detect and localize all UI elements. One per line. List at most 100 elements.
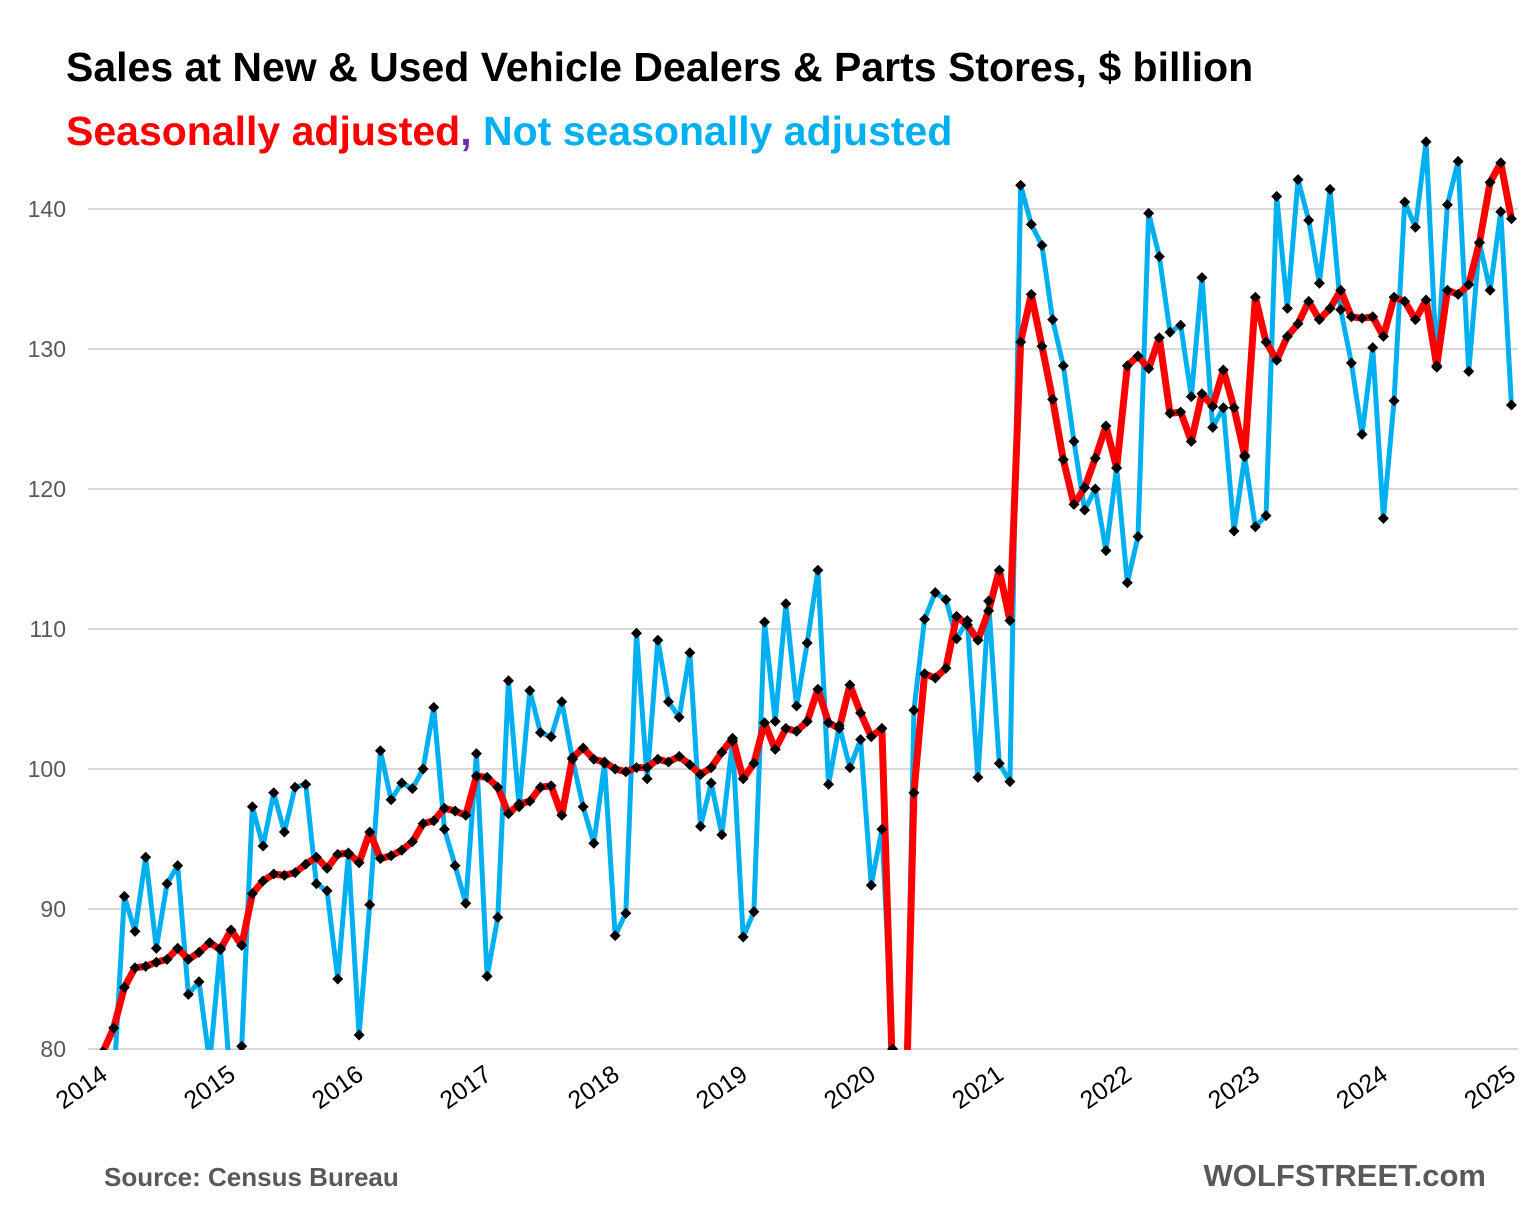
data-point-marker <box>1111 462 1123 474</box>
data-point-marker <box>588 753 600 765</box>
data-point-marker <box>769 715 781 727</box>
data-point-marker <box>908 787 920 799</box>
data-point-marker <box>1175 319 1187 331</box>
data-point-marker <box>524 685 536 697</box>
data-point-marker <box>1228 525 1240 537</box>
data-point-marker <box>353 1029 365 1041</box>
data-point-marker <box>417 818 429 830</box>
data-point-marker <box>332 848 344 860</box>
data-point-marker <box>257 875 269 887</box>
data-point-marker <box>844 679 856 691</box>
data-point-marker <box>364 899 376 911</box>
data-point-marker <box>129 962 141 974</box>
data-point-marker <box>1484 176 1496 188</box>
data-point-marker <box>705 762 717 774</box>
data-point-marker <box>865 879 877 891</box>
x-tick-label: 2020 <box>819 1060 881 1115</box>
data-point-marker <box>278 869 290 881</box>
data-point-marker <box>150 956 162 968</box>
data-point-marker <box>289 867 301 879</box>
data-point-marker <box>1164 326 1176 338</box>
data-point-marker <box>993 757 1005 769</box>
data-point-marker <box>353 857 365 869</box>
data-point-marker <box>374 745 386 757</box>
data-point-marker <box>929 672 941 684</box>
data-point-marker <box>534 727 546 739</box>
x-tick-label: 2025 <box>1459 1060 1521 1115</box>
data-point-marker <box>620 907 632 919</box>
data-point-marker <box>1495 206 1507 218</box>
data-point-marker <box>321 885 333 897</box>
data-point-marker <box>876 722 888 734</box>
data-point-marker <box>1196 388 1208 400</box>
data-point-marker <box>1068 435 1080 447</box>
data-point-marker <box>129 925 141 937</box>
data-point-marker <box>695 820 707 832</box>
data-point-marker <box>300 858 312 870</box>
data-point-marker <box>1025 218 1037 230</box>
data-point-marker <box>1068 498 1080 510</box>
data-point-marker <box>684 647 696 659</box>
data-point-marker <box>940 662 952 674</box>
data-point-marker <box>1175 406 1187 418</box>
y-tick-label: 120 <box>28 476 66 502</box>
data-point-marker <box>1495 157 1507 169</box>
data-point-marker <box>1367 342 1379 354</box>
data-point-marker <box>737 931 749 943</box>
data-point-marker <box>1100 545 1112 557</box>
data-point-marker <box>684 759 696 771</box>
data-point-marker <box>268 868 280 880</box>
x-tick-label: 2015 <box>179 1060 241 1115</box>
data-point-marker <box>887 1072 898 1083</box>
data-point-marker <box>1036 340 1048 352</box>
gridlines <box>88 208 1518 1050</box>
x-tick-label: 2021 <box>947 1060 1009 1115</box>
data-point-marker <box>502 808 514 820</box>
x-axis: 2014 2015 2016 2017 2018 2019 2020 2021 2022 2023… <box>51 1060 1521 1115</box>
data-point-marker <box>193 946 205 958</box>
data-point-marker <box>545 731 557 743</box>
data-point-marker <box>364 826 376 838</box>
data-point-marker <box>1079 504 1091 516</box>
legend-seasonally-adjusted: Seasonally adjusted <box>66 108 461 154</box>
chart-subtitle: Seasonally adjusted, Not seasonally adju… <box>66 108 952 155</box>
data-point-marker <box>716 829 728 841</box>
data-point-marker <box>1057 454 1069 466</box>
data-point-marker <box>1271 354 1283 366</box>
source-note: Source: Census Bureau <box>104 1162 399 1192</box>
data-point-marker <box>406 783 418 795</box>
data-point-marker <box>919 668 931 680</box>
data-point-marker <box>1388 291 1400 303</box>
data-point-marker <box>118 890 130 902</box>
data-point-marker <box>108 1022 120 1034</box>
data-point-marker <box>823 778 835 790</box>
brand-watermark: WOLFSTREET.com <box>1203 1158 1486 1193</box>
data-point-marker <box>631 627 642 639</box>
data-point-marker <box>1303 295 1315 307</box>
data-point-marker <box>823 717 835 729</box>
data-point-marker <box>652 753 664 765</box>
data-point-marker <box>940 594 952 606</box>
data-point-marker <box>481 771 493 783</box>
data-point-marker <box>1399 196 1411 208</box>
data-point-marker <box>1441 199 1453 211</box>
data-point-marker <box>396 844 408 856</box>
plot-area <box>99 136 1517 1083</box>
data-point-marker <box>1047 314 1059 326</box>
data-point-marker <box>1249 521 1261 533</box>
y-tick-label: 130 <box>28 336 66 362</box>
data-point-marker <box>193 976 205 988</box>
data-point-marker <box>1463 279 1475 291</box>
data-point-marker <box>769 743 781 755</box>
data-point-marker <box>310 878 322 890</box>
y-axis: 80 90 100 110 120 130 140 <box>28 196 66 1062</box>
data-point-marker <box>182 988 194 1000</box>
data-point-marker <box>620 766 632 778</box>
data-point-marker <box>460 897 472 909</box>
data-point-marker <box>588 837 600 849</box>
data-point-marker <box>1505 213 1517 225</box>
data-point-marker <box>1356 312 1368 324</box>
data-point-marker <box>502 675 514 687</box>
data-point-marker <box>631 762 642 774</box>
